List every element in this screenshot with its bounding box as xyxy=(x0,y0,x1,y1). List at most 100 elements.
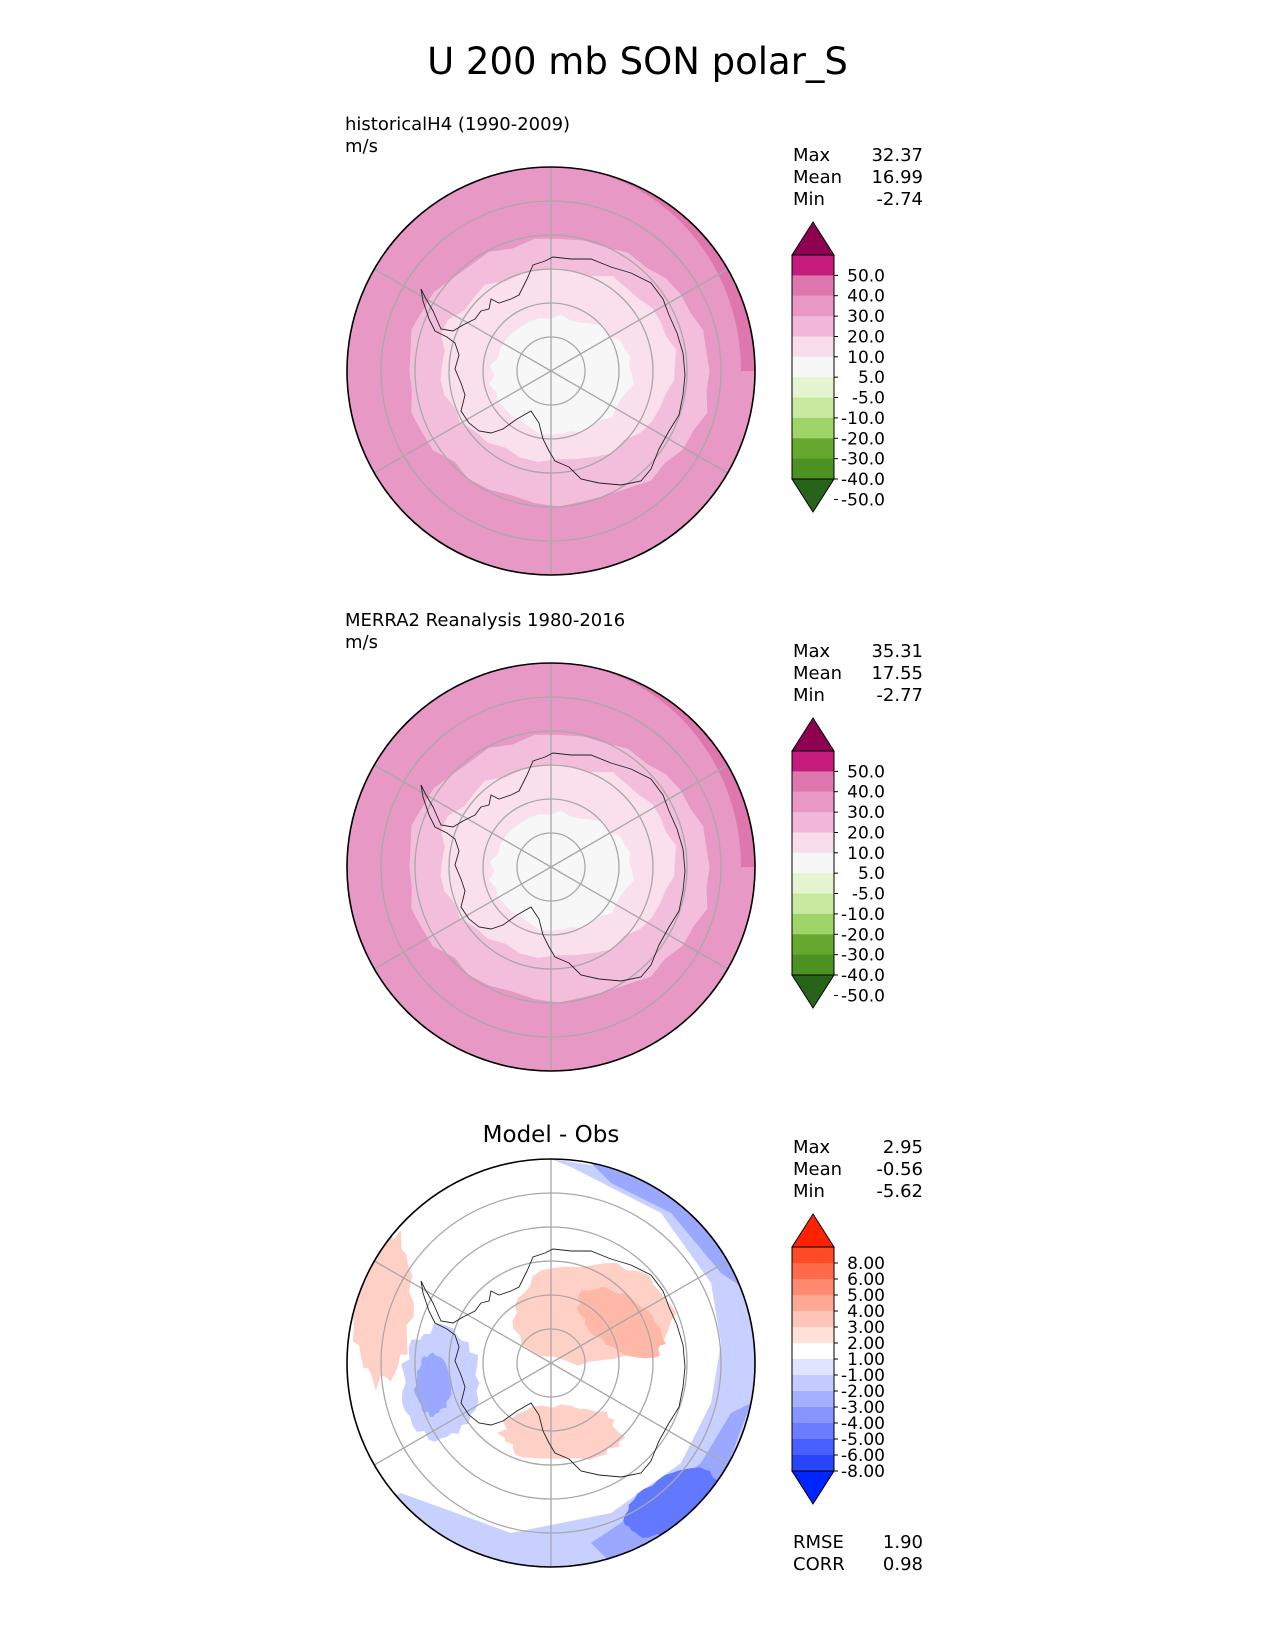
panel-2-units: m/s xyxy=(345,632,378,653)
metric-value: 1.90 xyxy=(882,1532,923,1553)
diff-pos-south xyxy=(496,1404,626,1460)
colorbar-tick-label: 10.0 xyxy=(847,844,885,864)
stat-name: Mean xyxy=(793,1159,843,1180)
colorbar-tick-label: -20.0 xyxy=(841,925,885,945)
colorbar-tick-label: 2.00 xyxy=(847,1334,885,1354)
colorbar-swatch xyxy=(792,913,834,935)
meridian-line xyxy=(550,1260,729,1364)
colorbar-tick-label: -50.0 xyxy=(841,986,885,1006)
colorbar-tick-label: 5.00 xyxy=(847,1286,885,1306)
difference-metrics: RMSE 1.90 CORR 0.98 xyxy=(793,1532,923,1576)
colorbar-swatch xyxy=(792,356,834,378)
colorbar-swatch xyxy=(792,336,834,358)
colorbar-swatch xyxy=(792,1247,834,1264)
colorbar-tick-label: -10.0 xyxy=(841,409,885,429)
colorbar-swatch xyxy=(792,832,834,854)
diff-neg-region-2 xyxy=(591,1163,751,1293)
colorbar-swatch xyxy=(792,1327,834,1344)
colorbar-swatch xyxy=(792,1455,834,1472)
colorbar-extend-bottom xyxy=(791,1470,835,1505)
meridian-line xyxy=(550,1362,729,1466)
colorbar-tick-label: -50.0 xyxy=(841,490,885,510)
colorbar-swatch xyxy=(792,295,834,317)
colorbar-extend-top xyxy=(791,221,835,256)
metric-name: CORR xyxy=(793,1554,845,1575)
meridian-line xyxy=(373,1362,552,1466)
panel-3-stats: Max 2.95 Mean -0.56 Min -5.62 xyxy=(793,1137,923,1203)
colorbar-field-1: 50.040.030.020.010.05.0-5.0-10.0-20.0-30… xyxy=(791,221,885,513)
colorbar-tick-label: -40.0 xyxy=(841,966,885,986)
colorbar-extend-bottom xyxy=(791,974,835,1009)
colorbar-tick-label: -10.0 xyxy=(841,905,885,925)
meridian-line xyxy=(550,764,729,868)
colorbar-swatch xyxy=(792,1295,834,1312)
colorbar-swatch xyxy=(792,1311,834,1328)
colorbar-tick-label: -6.00 xyxy=(841,1446,885,1466)
stat-name: Mean xyxy=(793,167,843,188)
meridian-line xyxy=(550,370,729,474)
stat-value: 32.37 xyxy=(871,145,923,166)
polar-map-test xyxy=(346,166,756,576)
panel-2-label: MERRA2 Reanalysis 1980-2016 m/s xyxy=(345,610,625,654)
colorbar-tick-label: -1.00 xyxy=(841,1366,885,1386)
colorbar-swatch xyxy=(792,377,834,399)
difference-subtitle: Model - Obs xyxy=(482,1122,620,1148)
colorbar-swatch xyxy=(792,1391,834,1408)
stat-name: Mean xyxy=(793,663,843,684)
diff-neg-west-core xyxy=(413,1352,452,1417)
panel-1-case: historicalH4 (1990-2009) xyxy=(345,114,571,135)
colorbar-tick-label: 30.0 xyxy=(847,803,885,823)
colorbar-tick-label: -30.0 xyxy=(841,946,885,966)
colorbar-swatch xyxy=(792,791,834,813)
colorbar-tick-label: -40.0 xyxy=(841,470,885,490)
colorbar-tick-label: 30.0 xyxy=(847,307,885,327)
colorbar-tick-label: -3.00 xyxy=(841,1398,885,1418)
colorbar-swatch xyxy=(792,934,834,956)
figure-title: U 200 mb SON polar_S xyxy=(427,40,848,83)
antarctica-coastline xyxy=(420,752,686,982)
colorbar-diff: 8.006.005.004.003.002.001.00-1.00-2.00-3… xyxy=(791,1213,885,1505)
colorbar-swatch xyxy=(792,873,834,895)
colorbar-swatch xyxy=(792,812,834,833)
panel-1-label: historicalH4 (1990-2009) m/s xyxy=(345,114,570,158)
map-boundary xyxy=(346,1158,756,1568)
panel-2-case: MERRA2 Reanalysis 1980-2016 xyxy=(345,610,626,631)
colorbar-tick-label: 50.0 xyxy=(847,266,885,286)
colorbar-frame xyxy=(791,750,835,976)
colorbar-swatch xyxy=(792,417,834,439)
panel-2-stats: Max 35.31 Mean 17.55 Min -2.77 xyxy=(793,641,923,707)
colorbar-swatch xyxy=(792,1263,834,1280)
stat-value: -0.56 xyxy=(876,1159,923,1180)
meridian-line xyxy=(550,866,729,970)
colorbar-swatch xyxy=(792,458,834,480)
colorbar-swatch xyxy=(792,751,834,772)
colorbar-tick-label: -5.0 xyxy=(852,885,885,905)
polar-map-reference xyxy=(346,662,756,1072)
colorbar-swatch xyxy=(792,1343,834,1360)
stat-value: 17.55 xyxy=(871,663,923,684)
colorbar-extend-top xyxy=(791,1213,835,1248)
colorbar-swatch xyxy=(792,1439,834,1456)
colorbar-swatch xyxy=(792,852,834,874)
colorbar-tick-label: -20.0 xyxy=(841,429,885,449)
colorbar-tick-label: -5.00 xyxy=(841,1430,885,1450)
colorbar-tick-label: 3.00 xyxy=(847,1318,885,1338)
meridian-line xyxy=(373,866,552,970)
colorbar-tick-label: -5.0 xyxy=(852,389,885,409)
colorbar-tick-label: 40.0 xyxy=(847,783,885,803)
colorbar-swatch xyxy=(792,316,834,337)
colorbar-swatch xyxy=(792,1407,834,1424)
stat-name: Max xyxy=(793,641,831,662)
diff-neg-core xyxy=(623,1467,719,1538)
colorbar-tick-label: 5.0 xyxy=(858,368,885,388)
colorbar-extend-bottom xyxy=(791,478,835,513)
colorbar-tick-label: 10.0 xyxy=(847,348,885,368)
colorbar-swatch xyxy=(792,1375,834,1392)
stat-name: Min xyxy=(793,685,825,706)
colorbar-swatch xyxy=(792,1423,834,1440)
colorbar-tick-label: 4.00 xyxy=(847,1302,885,1322)
colorbar-field-2: 50.040.030.020.010.05.0-5.0-10.0-20.0-30… xyxy=(791,717,885,1009)
polar-map-difference xyxy=(346,1158,756,1568)
meridian-line xyxy=(373,764,552,868)
colorbar-tick-label: -30.0 xyxy=(841,450,885,470)
